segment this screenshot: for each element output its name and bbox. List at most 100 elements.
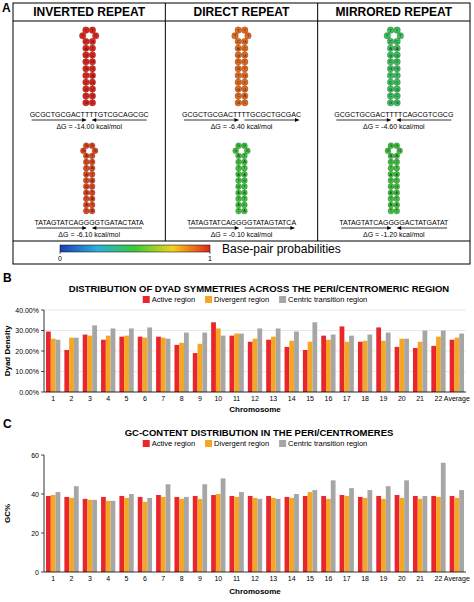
colorbar-tick: [60, 252, 61, 254]
nucleotide: [394, 159, 400, 165]
column-divider: [165, 3, 166, 241]
nucleotide: [89, 159, 95, 165]
x-tick-label: Average: [444, 575, 470, 583]
x-tick-label: 20: [398, 575, 406, 582]
repeat-arrows: [32, 118, 147, 122]
nucleotide: [394, 165, 400, 171]
grid-line: [44, 330, 466, 331]
nucleotide-letter: G: [85, 144, 88, 148]
bar: [161, 338, 166, 392]
nucleotide: [388, 196, 394, 202]
x-tick-label: 6: [143, 395, 147, 402]
arrow-line: [397, 228, 447, 229]
bar: [340, 495, 345, 572]
bar: [202, 484, 207, 572]
bar: [441, 463, 446, 572]
backbone: [235, 30, 248, 103]
nucleotide-letter: C: [396, 80, 399, 85]
bar: [174, 345, 179, 392]
nucleotide: [235, 59, 242, 66]
bar: [156, 337, 161, 392]
nucleotide-letter: C: [91, 66, 94, 71]
nucleotide-letter: T: [237, 28, 240, 33]
bars: [46, 322, 464, 392]
nucleotide-letter: A: [395, 191, 398, 195]
bar: [234, 497, 239, 572]
chart-title: DISTRIBUTION OF DYAD SYMMETRIES ACROSS T…: [69, 283, 450, 294]
bar: [386, 333, 391, 392]
x-tick-label: 22: [435, 395, 443, 402]
bar: [404, 339, 409, 392]
nucleotide: [83, 208, 89, 214]
nucleotide: [387, 99, 394, 106]
nucleotide-letter: G: [395, 185, 398, 189]
nucleotide-letter: G: [389, 87, 392, 92]
nucleotide: [236, 165, 242, 171]
nucleotide-letter: T: [85, 197, 88, 201]
y-tick: [41, 572, 44, 573]
y-tick-label: 20.00%: [15, 348, 39, 355]
backbone: [83, 30, 96, 103]
nucleotide: [89, 45, 96, 52]
nucleotide: [388, 159, 394, 165]
nucleotide: [83, 52, 90, 59]
x-axis: [44, 572, 466, 573]
nucleotide-letter: C: [396, 59, 399, 64]
nucleotide-letter: A: [91, 166, 94, 170]
delta-g: ΔG = -14.00 kcal/mol: [56, 123, 122, 130]
nucleotide-letter: T: [386, 33, 389, 38]
hairpin: TATAGTATCAGGGGTGATACTATA: [80, 143, 98, 214]
bar: [363, 341, 368, 392]
bar: [161, 497, 166, 572]
nucleotide-letter: A: [390, 203, 393, 207]
hairpin: TATAGTATCAGGGGTATAGTATCA: [233, 143, 251, 214]
bar: [147, 327, 152, 392]
nucleotide: [89, 79, 96, 86]
legend: Active regionDivergent regionCentric tra…: [143, 295, 368, 304]
nucleotide: [235, 72, 242, 79]
nucleotide-letter: T: [390, 166, 393, 170]
bar: [257, 328, 262, 392]
nucleotide: [83, 93, 90, 100]
nucleotide-letter: T: [390, 197, 393, 201]
x-tick-label: 15: [306, 575, 314, 582]
header-divider: [13, 21, 470, 22]
bar: [230, 336, 235, 392]
nucleotide: [83, 196, 89, 202]
x-tick-label: 3: [88, 395, 92, 402]
arrow-line: [341, 228, 391, 229]
arrow-head: [82, 118, 86, 122]
nucleotide-letter: C: [243, 46, 246, 51]
bar: [248, 342, 253, 392]
nucleotide: [83, 184, 89, 190]
bar: [239, 334, 244, 392]
y-axis-title: Dyad Density: [3, 325, 12, 376]
x-tick-label: 2: [70, 575, 74, 582]
sequence: TATAGTATCAGGGGTGATACTATA: [35, 219, 144, 226]
nucleotide-letter: T: [91, 46, 94, 51]
colorbar-tick-label: 0: [58, 255, 62, 262]
nucleotide: [241, 72, 248, 79]
nucleotide: [83, 177, 89, 183]
arrow-line: [245, 120, 300, 121]
nucleotide-letter: G: [243, 87, 246, 92]
nucleotide-letter: T: [389, 73, 392, 78]
legend-swatch: [205, 296, 212, 303]
y-tick-label: 10.00%: [15, 368, 39, 375]
bar: [202, 333, 207, 392]
nucleotide: [241, 177, 247, 183]
bar: [64, 497, 69, 572]
bar: [303, 496, 308, 572]
nucleotide: [241, 86, 248, 93]
y-tick-label: 30.00%: [15, 327, 39, 334]
nucleotide-letter: A: [91, 73, 94, 78]
nucleotide: [394, 184, 400, 190]
nucleotide-letter: C: [243, 59, 246, 64]
bar: [399, 339, 404, 392]
x-tick-label: 11: [233, 395, 240, 402]
nucleotide-letter: A: [243, 191, 246, 195]
nucleotide-letter: G: [237, 66, 240, 71]
sequence: TATAGTATCAGGGGACTATGATAT: [339, 219, 449, 226]
x-tick-label: 4: [106, 395, 110, 402]
bar: [404, 480, 409, 572]
